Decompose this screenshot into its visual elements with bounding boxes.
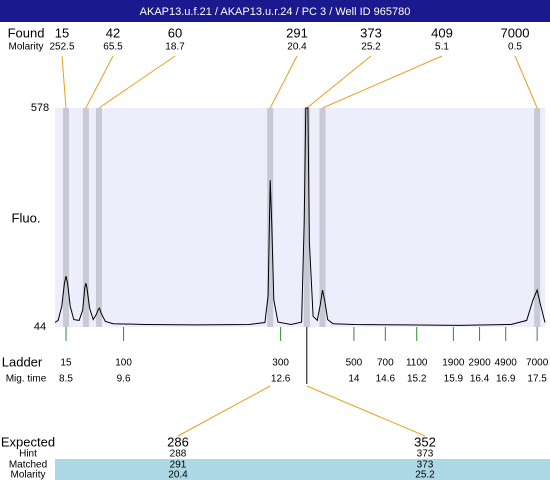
hint-value: 373	[417, 449, 434, 460]
ladder-migtime: 14	[348, 374, 360, 385]
peak-band	[95, 108, 102, 327]
peak-band	[82, 108, 89, 327]
ladder-size: 4900	[495, 358, 518, 369]
peak-molarity: 252.5	[49, 42, 74, 53]
peak-molarity: 25.2	[361, 42, 381, 53]
peak-size: 15	[55, 25, 69, 40]
ladder-migtime: 16.9	[496, 374, 516, 385]
ladder-size: 700	[377, 358, 394, 369]
peak-connector	[514, 55, 538, 109]
header-bar	[0, 0, 550, 22]
ladder-size: 500	[346, 358, 363, 369]
peak-band	[534, 108, 541, 327]
peak-molarity: 18.7	[165, 42, 185, 53]
molarity-value: 25.2	[415, 470, 435, 480]
peak-molarity: 20.4	[287, 42, 307, 53]
ladder-migtime: 9.6	[117, 374, 131, 385]
y-tick-label: 578	[31, 102, 49, 114]
match-connector	[177, 385, 271, 437]
expected-label: Expected	[1, 434, 55, 449]
ladder-size: 1900	[442, 358, 465, 369]
expected-value: 352	[414, 434, 436, 449]
peak-size: 373	[360, 25, 382, 40]
peak-band	[303, 108, 310, 327]
plot-area	[55, 108, 545, 327]
peak-size: 291	[286, 25, 308, 40]
peak-molarity: 5.1	[435, 42, 449, 53]
matched-value: 373	[417, 460, 434, 471]
hint-value: 288	[170, 449, 187, 460]
peak-connector	[98, 55, 176, 109]
ladder-size: 300	[272, 358, 289, 369]
migtime-label: Mig. time	[6, 374, 47, 385]
ladder-size: 1100	[406, 358, 428, 369]
ladder-size: 7000	[526, 358, 549, 369]
peak-connector	[61, 55, 67, 109]
matched-label: Matched	[9, 460, 47, 471]
match-connector	[306, 385, 426, 437]
matched-value: 291	[170, 460, 187, 471]
peak-connector	[269, 55, 298, 109]
peak-size: 409	[431, 25, 453, 40]
ladder-size: 100	[115, 358, 132, 369]
ladder-migtime: 14.6	[376, 374, 396, 385]
peak-size: 7000	[501, 25, 530, 40]
peak-band	[319, 108, 326, 327]
ladder-size: 2900	[468, 358, 491, 369]
ladder-migtime: 15.2	[407, 374, 427, 385]
peak-connector	[322, 55, 443, 109]
peak-connector	[306, 55, 372, 109]
hint-label: Hint	[19, 449, 37, 460]
peak-band	[267, 108, 274, 327]
molarity-value: 20.4	[168, 470, 188, 480]
header-title: AKAP13.u.f.21 / AKAP13.u.r.24 / PC 3 / W…	[140, 6, 411, 18]
ladder-migtime: 15.9	[444, 374, 464, 385]
y-tick-label: 44	[34, 321, 46, 333]
peak-size: 42	[106, 25, 120, 40]
ladder-size: 15	[60, 358, 72, 369]
peak-size: 60	[168, 25, 182, 40]
found-label: Found	[8, 25, 45, 40]
peak-band	[62, 108, 69, 327]
peak-molarity: 0.5	[508, 42, 522, 53]
matched-highlight	[55, 459, 550, 480]
ladder-migtime: 16.4	[470, 374, 490, 385]
y-label: Fluo.	[12, 210, 41, 225]
ladder-migtime: 8.5	[59, 374, 73, 385]
molarity-label: Molarity	[8, 42, 43, 53]
ladder-label: Ladder	[2, 354, 43, 369]
trace	[54, 107, 546, 326]
ladder-migtime: 17.5	[527, 374, 547, 385]
expected-value: 286	[167, 434, 189, 449]
peak-molarity: 65.5	[103, 42, 123, 53]
expected-molarity-label: Molarity	[10, 470, 45, 480]
ladder-migtime: 12.6	[271, 374, 291, 385]
peak-connector	[85, 55, 114, 109]
